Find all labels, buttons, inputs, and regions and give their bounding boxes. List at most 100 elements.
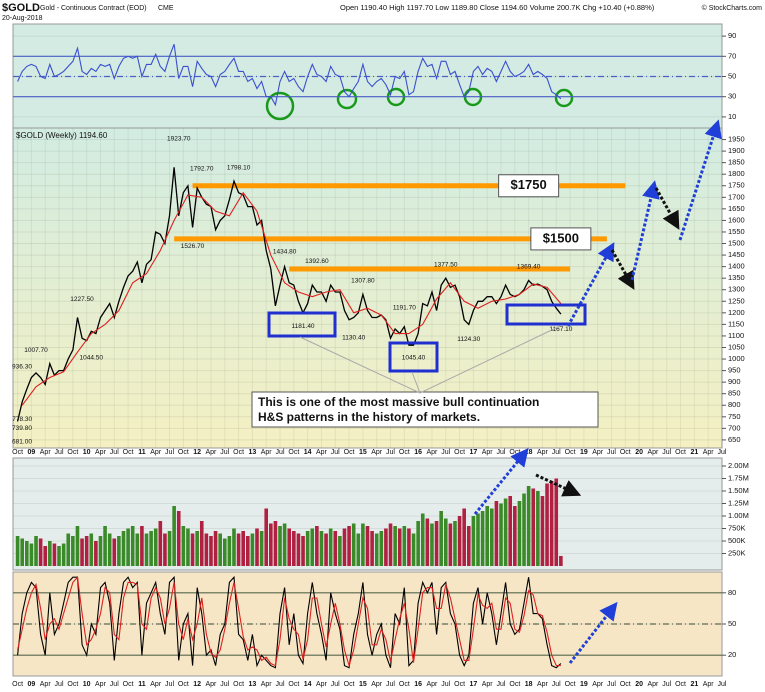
y-tick-label: 50 [728, 71, 736, 80]
volume-bar [453, 521, 457, 566]
volume-bar [430, 523, 434, 566]
pointer-lines [299, 325, 561, 394]
volume-bar [540, 496, 545, 566]
series-line [17, 575, 562, 669]
volume-bar [227, 536, 232, 566]
volume-bar [89, 533, 94, 566]
x-tick-label: Jul [607, 681, 616, 688]
y-tick-label: 1700 [728, 192, 745, 201]
x-tick-label: Oct [178, 681, 189, 688]
pointer [419, 325, 561, 394]
volume-bar [264, 508, 269, 566]
x-tick-label: Oct [675, 681, 686, 688]
x-tick-label: Jul [718, 449, 727, 456]
y-tick-label: 1450 [728, 250, 745, 259]
x-tick-label: Jul [497, 681, 506, 688]
arrow [535, 473, 582, 497]
y-tick-label: 10 [728, 112, 736, 121]
volume-bar [158, 521, 163, 566]
x-tick-label: Oct [12, 449, 23, 456]
subtitle: Gold - Continuous Contract (EOD) [40, 5, 147, 12]
y-tick-label: 1000 [728, 354, 745, 363]
callout-box [530, 227, 592, 251]
x-tick-label: Oct [233, 681, 244, 688]
callout-label: $1750 [511, 177, 547, 192]
price-annotation: 681.00 [12, 438, 32, 445]
volume-bar [190, 533, 195, 566]
x-tick-label: 15 [359, 449, 367, 456]
price-annotation: 1434.80 [273, 248, 297, 255]
volume-bar [549, 481, 554, 566]
volume-bar [370, 531, 374, 566]
x-tick-label: Jul [441, 681, 450, 688]
credit: © StockCharts.com [702, 4, 763, 12]
volume-bar [480, 511, 485, 566]
price-annotation: 1377.50 [434, 262, 458, 269]
volume-bar [34, 536, 38, 566]
x-tick-label: Oct [123, 449, 134, 456]
y-tick-label: 1400 [728, 262, 745, 271]
pointer [411, 371, 421, 394]
y-tick-label: 1200 [728, 308, 745, 317]
volume-bar [80, 538, 84, 566]
y-tick-label: 1.75M [728, 473, 749, 482]
volume-bar [236, 533, 241, 566]
y-tick-label: 70 [728, 51, 736, 60]
volume-bar [471, 516, 476, 566]
volume-bar [490, 508, 494, 566]
volume-bar [347, 526, 351, 566]
volume-bar [420, 513, 425, 566]
volume-bar [351, 523, 356, 566]
x-tick-label: Oct [675, 449, 686, 456]
volume-bar [84, 536, 89, 566]
volume-bar [71, 536, 75, 566]
volume-bar [94, 541, 98, 566]
x-tick-label: Jul [386, 681, 395, 688]
x-tick-label: Apr [95, 681, 107, 688]
x-tick-label: Apr [537, 449, 549, 456]
arrow [630, 180, 660, 281]
y-tick-label: 500K [728, 536, 746, 545]
price-annotation: 778.30 [12, 416, 32, 423]
volume-bar [121, 531, 126, 566]
volume-bar [172, 506, 176, 566]
volume-bar [388, 523, 393, 566]
x-tick-label: Oct [67, 681, 78, 688]
volume-bar [195, 531, 199, 566]
x-tick-label: Jul [55, 681, 64, 688]
y-tick-label: 1.50M [728, 486, 749, 495]
x-tick-label: 11 [138, 681, 146, 688]
x-tick-label: 17 [469, 681, 477, 688]
price-annotation: 1124.30 [457, 336, 480, 343]
volume-bar [199, 521, 204, 566]
x-tick-label: 16 [414, 681, 422, 688]
x-tick-label: Jul [662, 449, 671, 456]
arrow [473, 448, 529, 515]
x-tick-label: Oct [178, 449, 189, 456]
x-tick-label: 19 [580, 681, 588, 688]
price-annotation: 1369.40 [517, 263, 541, 270]
price-annotation: 1392.60 [305, 258, 329, 265]
volume-bar [342, 528, 347, 566]
y-tick-label: 650 [728, 435, 741, 444]
box [505, 303, 587, 326]
x-tick-label: 20 [635, 449, 643, 456]
x-tick-label: Apr [150, 449, 162, 456]
volume-bar [310, 528, 315, 566]
y-tick-label: 250K [728, 548, 746, 557]
volume-bar [508, 496, 513, 566]
x-tick-label: Apr [482, 681, 494, 688]
y-tick-label: 1300 [728, 285, 745, 294]
y-tick-label: 1750 [728, 181, 745, 190]
x-tick-label: Oct [399, 681, 410, 688]
volume-bar [457, 516, 462, 566]
x-tick-label: 16 [414, 449, 422, 456]
volume-bar [315, 526, 319, 566]
exchange: CME [158, 5, 174, 12]
volume-bar [112, 538, 117, 566]
volume-bar [393, 526, 397, 566]
volume-bar [517, 501, 522, 566]
volume-bar [103, 526, 107, 566]
x-tick-label: Oct [288, 681, 299, 688]
